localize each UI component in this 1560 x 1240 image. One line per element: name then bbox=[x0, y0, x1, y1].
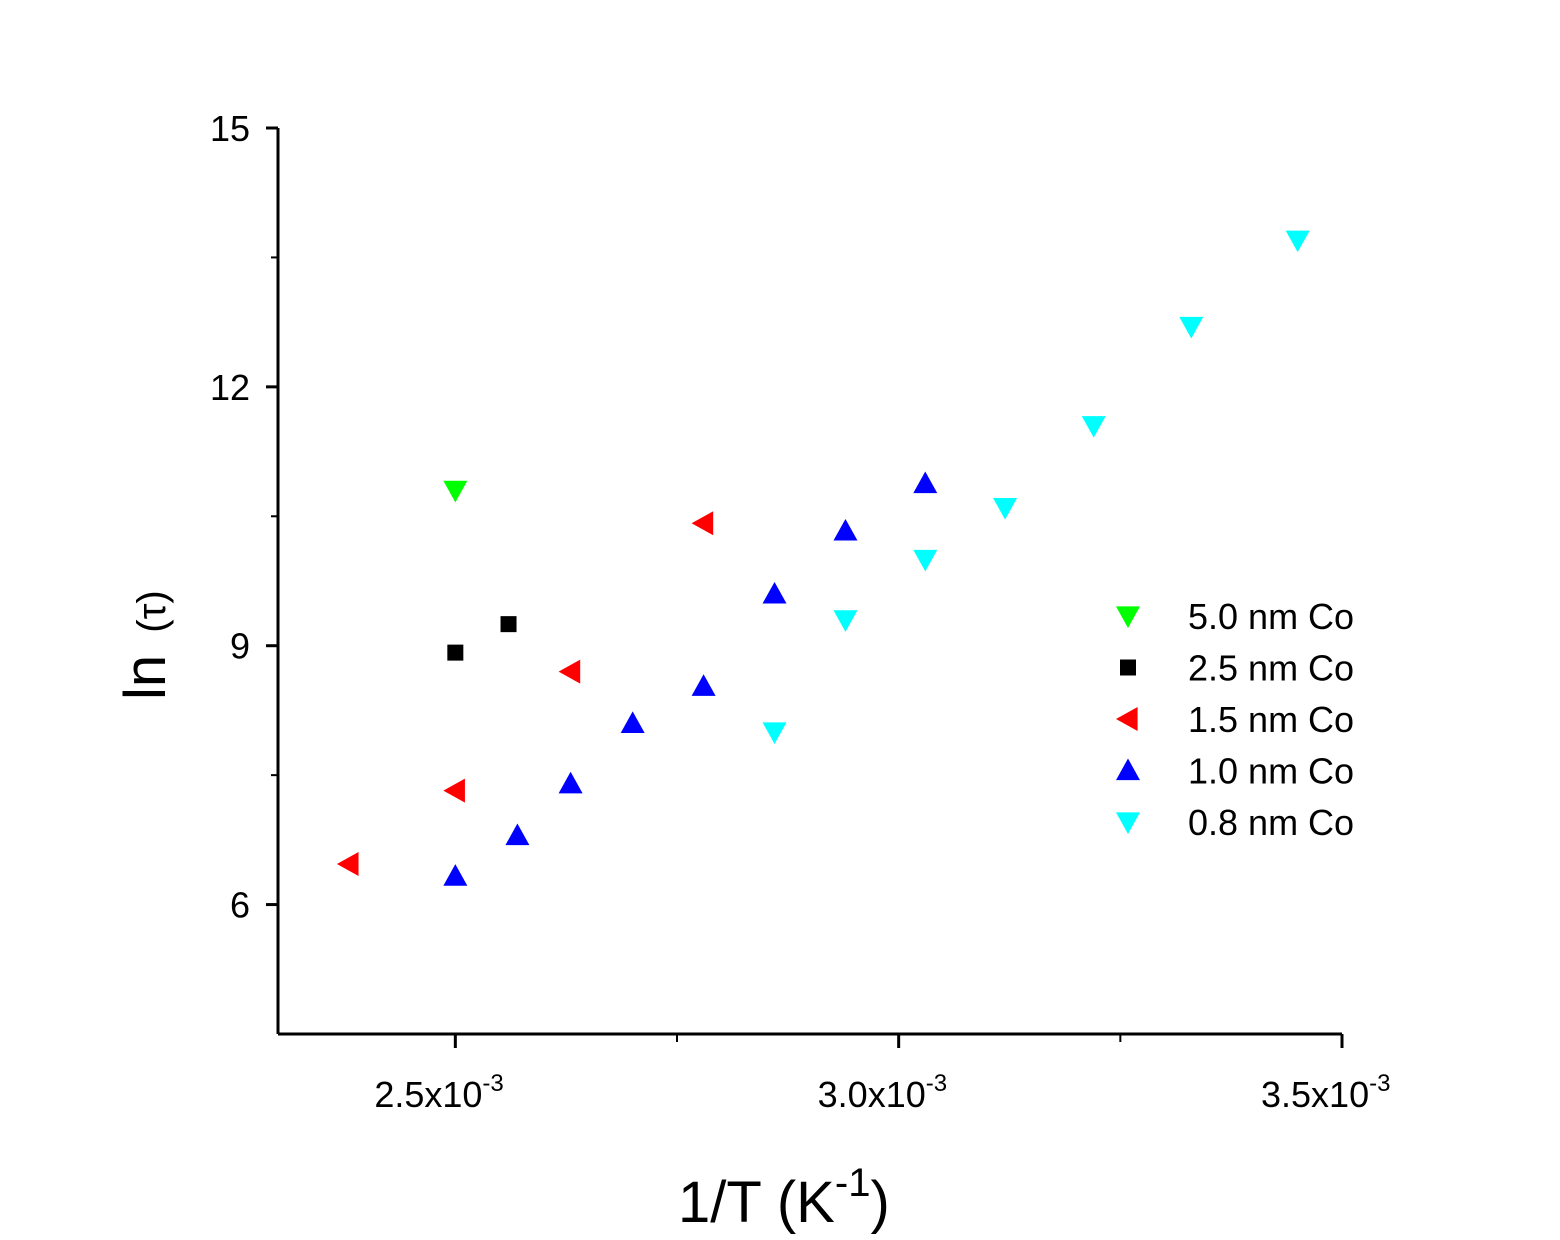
legend-marker-1-5-nm-co bbox=[1116, 707, 1138, 731]
legend-label-1-5-nm-co: 1.5 nm Co bbox=[1188, 699, 1354, 740]
point-1-0-nm-co bbox=[762, 581, 787, 604]
legend-label-2-5-nm-co: 2.5 nm Co bbox=[1188, 648, 1354, 689]
point-1-0-nm-co bbox=[691, 674, 716, 696]
axis-titles: 1/T (K-1) ln (τ) bbox=[113, 590, 890, 1235]
legend: 5.0 nm Co 2.5 nm Co 1.5 nm Co 1.0 nm Co 0.8 … bbox=[1116, 596, 1354, 843]
x-tick-label: 2.5x10-3 bbox=[374, 1070, 503, 1115]
point-1-5-nm-co bbox=[558, 659, 581, 684]
point-1-5-nm-co bbox=[443, 778, 465, 803]
x-tick-label: 3.0x10-3 bbox=[818, 1070, 947, 1115]
point-2-5-nm-co bbox=[447, 644, 464, 661]
y-tick-label: 15 bbox=[210, 108, 250, 149]
point-1-5-nm-co bbox=[691, 511, 714, 536]
point-1-5-nm-co bbox=[336, 852, 359, 877]
point-0-8-nm-co bbox=[1179, 316, 1204, 339]
legend-label-1-0-nm-co: 1.0 nm Co bbox=[1188, 751, 1354, 792]
legend-marker-0-8-nm-co bbox=[1116, 812, 1140, 834]
tick-marks bbox=[266, 126, 1344, 1048]
y-axis-title: ln (τ) bbox=[113, 590, 178, 700]
point-0-8-nm-co bbox=[833, 610, 858, 632]
legend-label-0-8-nm-co: 0.8 nm Co bbox=[1188, 802, 1354, 843]
y-tick-label: 9 bbox=[230, 626, 250, 667]
legend-marker-1-0-nm-co bbox=[1116, 758, 1140, 781]
point-1-0-nm-co bbox=[443, 864, 468, 886]
x-tick-label: 3.5x10-3 bbox=[1261, 1070, 1390, 1115]
legend-marker-2-5-nm-co bbox=[1120, 659, 1136, 676]
point-1-0-nm-co bbox=[620, 711, 645, 733]
data-points bbox=[336, 230, 1310, 886]
point-0-8-nm-co bbox=[762, 722, 787, 744]
x-axis-title: 1/T (K-1) bbox=[678, 1161, 890, 1235]
point-1-0-nm-co bbox=[558, 771, 583, 794]
axes bbox=[276, 128, 1342, 1036]
point-0-8-nm-co bbox=[993, 498, 1018, 520]
tick-labels: 6 9 12 15 2.5x10-3 3.0x10-3 3.5x10-3 bbox=[210, 108, 1390, 1115]
legend-marker-5-0-nm-co bbox=[1116, 606, 1140, 628]
point-0-8-nm-co bbox=[1285, 230, 1310, 253]
point-1-0-nm-co bbox=[833, 518, 858, 541]
point-5-0-nm-co bbox=[443, 480, 468, 503]
point-0-8-nm-co bbox=[913, 549, 938, 572]
point-0-8-nm-co bbox=[1081, 416, 1106, 438]
point-1-0-nm-co bbox=[505, 823, 530, 846]
y-tick-label: 12 bbox=[210, 367, 250, 408]
legend-label-5-0-nm-co: 5.0 nm Co bbox=[1188, 596, 1354, 637]
y-tick-label: 6 bbox=[230, 885, 250, 926]
point-1-0-nm-co bbox=[913, 471, 938, 494]
point-2-5-nm-co bbox=[500, 616, 517, 633]
